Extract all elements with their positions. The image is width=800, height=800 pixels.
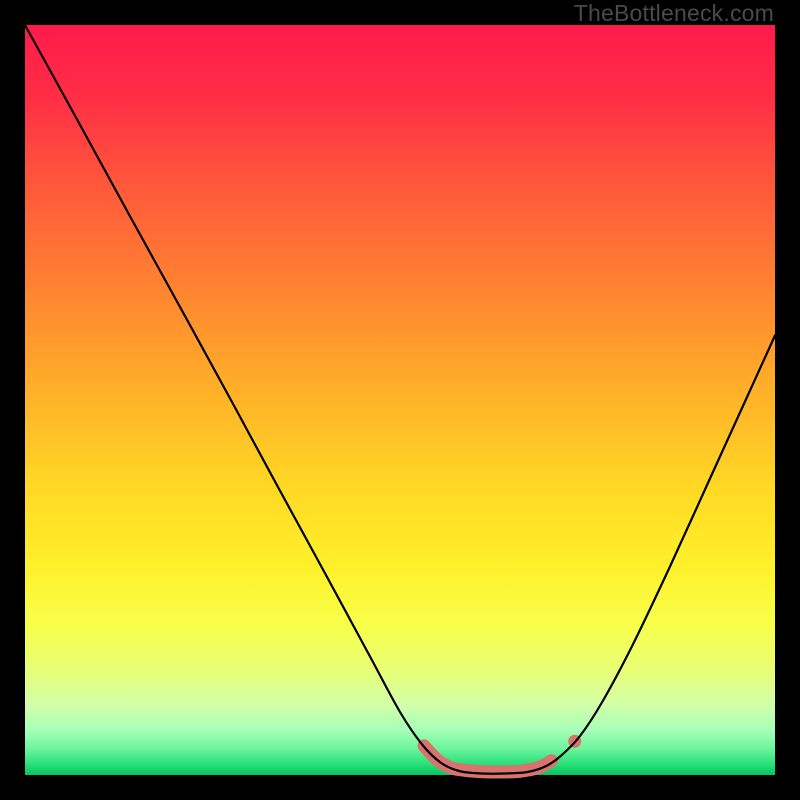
plot-background: [25, 25, 775, 775]
watermark-text: TheBottleneck.com: [574, 0, 774, 27]
chart-frame: TheBottleneck.com: [0, 0, 800, 800]
chart-svg: [0, 0, 800, 800]
